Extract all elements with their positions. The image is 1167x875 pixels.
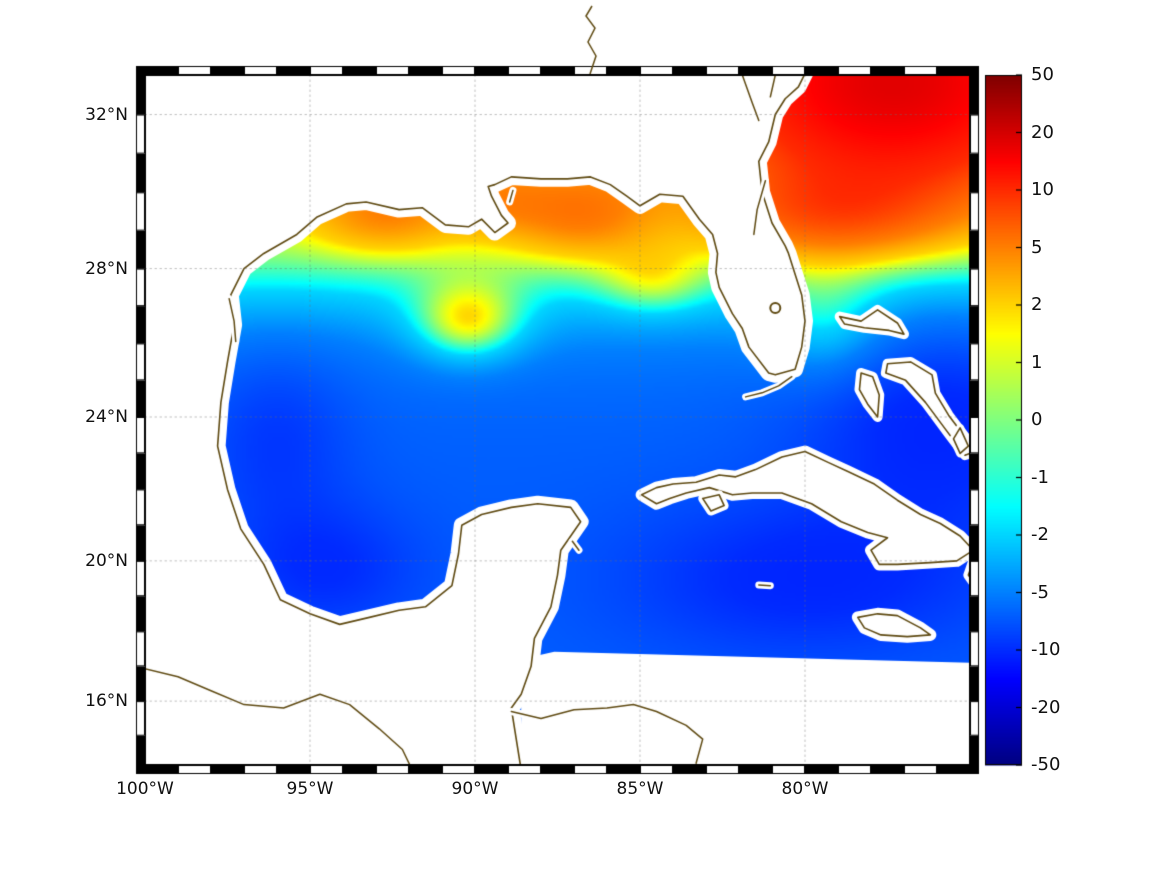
map-heatmap-canvas bbox=[0, 0, 1167, 875]
map-figure: 32°N 28°N 24°N 20°N 16°N 100°W 95°W 90°W 85°W 80°… bbox=[0, 0, 1167, 875]
